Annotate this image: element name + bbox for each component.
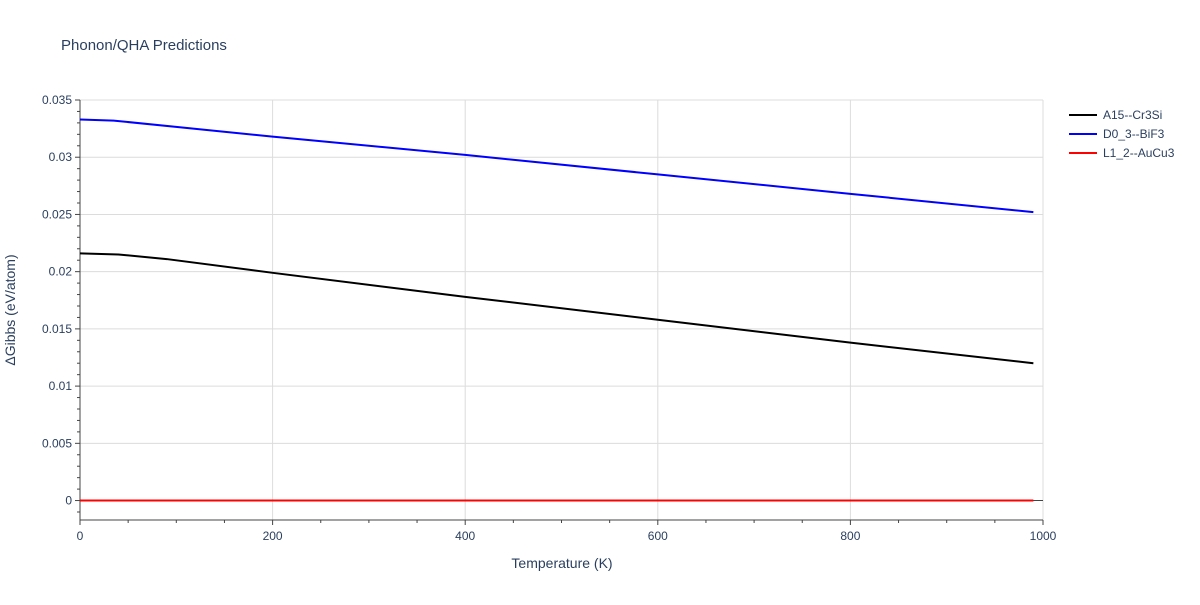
y-tick-label: 0.02	[49, 265, 73, 279]
series-line-A15--Cr3Si	[79, 252, 1034, 365]
legend-label: L1_2--AuCu3	[1103, 146, 1175, 160]
y-tick-label: 0.035	[42, 93, 72, 107]
x-axis-title: Temperature (K)	[511, 555, 612, 571]
series-lines	[79, 118, 1034, 502]
y-axis-title: ΔGibbs (eV/atom)	[2, 254, 18, 365]
y-tick-label: 0.01	[49, 379, 73, 393]
chart-title: Phonon/QHA Predictions	[61, 37, 227, 54]
x-tick-label: 200	[263, 529, 283, 543]
y-tick-label: 0	[65, 494, 72, 508]
y-tick-label: 0.03	[49, 150, 73, 164]
legend[interactable]: A15--Cr3Si D0_3--BiF3 L1_2--AuCu3	[1069, 108, 1175, 160]
tick-labels: 0 200 400 600 800 1000 0 0.005 0.01 0.015 0.02 0.02…	[42, 93, 1057, 543]
x-tick-label: 800	[840, 529, 860, 543]
y-tick-label: 0.005	[42, 436, 72, 450]
x-tick-label: 400	[455, 529, 475, 543]
series-line-D0_3--BiF3	[79, 118, 1034, 214]
legend-label: A15--Cr3Si	[1103, 108, 1162, 122]
x-tick-label: 0	[77, 529, 84, 543]
y-tick-label: 0.025	[42, 207, 72, 221]
y-tick-label: 0.015	[42, 322, 72, 336]
grid	[80, 99, 1044, 520]
x-tick-label: 1000	[1030, 529, 1057, 543]
x-tick-label: 600	[648, 529, 668, 543]
legend-label: D0_3--BiF3	[1103, 127, 1165, 141]
